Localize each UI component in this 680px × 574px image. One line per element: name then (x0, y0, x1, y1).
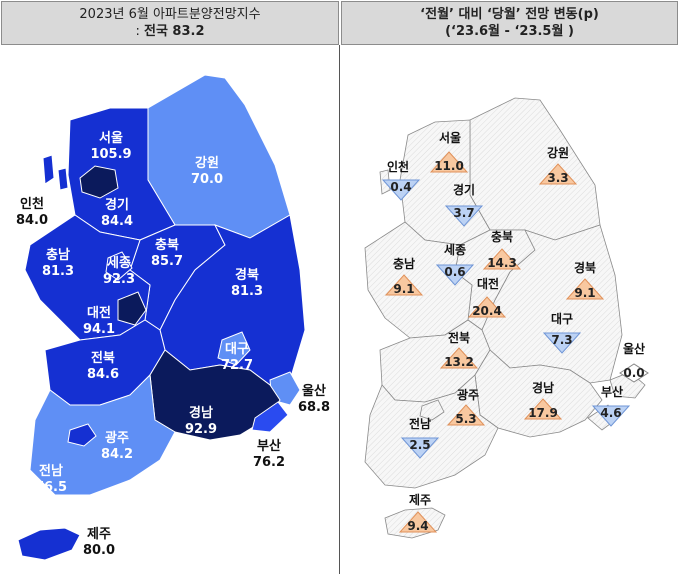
index-label-jeonnam: 전남 76.5 (34, 464, 68, 495)
change-marker-ulsan: 0.0 (614, 362, 654, 384)
index-label-jeonbuk: 전북 84.6 (86, 351, 120, 382)
region-jeonnam (29, 373, 176, 496)
change-name-jeju: 제주 (408, 493, 432, 507)
change-marker-sejong: 0.6 (435, 264, 475, 286)
change-marker-jeju: 9.4 (398, 511, 438, 533)
index-label-gyeongbuk: 경북 81.3 (230, 268, 264, 299)
index-label-busan: 부산 76.2 (252, 439, 286, 470)
region-sejong (105, 251, 133, 281)
index-label-jeju: 제주 80.0 (82, 527, 116, 558)
change-name-gwangju: 광주 (456, 388, 480, 402)
panel-divider (339, 45, 340, 574)
index-label-seoul: 서울 105.9 (90, 131, 132, 162)
left-header-prefix: : (135, 24, 144, 39)
cmap-jeonnam (364, 374, 499, 489)
change-marker-jeonnam: 2.5 (400, 437, 440, 459)
change-name-incheon: 인천 (386, 160, 410, 174)
index-label-chungbuk: 충북 85.7 (150, 238, 184, 269)
region-gwangju (67, 423, 97, 447)
left-panel-header: 2023년 6월 아파트분양전망지수 : 전국 83.2 (1, 1, 339, 45)
change-marker-seoul: 11.0 (429, 151, 469, 173)
change-name-busan: 부산 (600, 385, 624, 399)
region-daegu (217, 331, 251, 366)
change-marker-gyeonggi: 3.7 (444, 205, 484, 227)
change-marker-daejeon: 20.4 (467, 296, 507, 318)
national-index: 전국 83.2 (143, 24, 205, 39)
change-name-gyeongbuk: 경북 (573, 261, 597, 275)
left-header-title: 2023년 6월 아파트분양전망지수 (79, 7, 261, 22)
region-busan (251, 401, 289, 433)
cmap-chungnam (364, 221, 473, 339)
change-name-gyeongnam: 경남 (531, 381, 555, 395)
cmap-gangwon (469, 97, 601, 241)
right-header-period: (‘23.6월 - ‘23.5월 ) (445, 24, 574, 39)
change-marker-gyeongbuk: 9.1 (565, 278, 605, 300)
region-incheon (42, 154, 69, 191)
index-label-incheon: 인천 84.0 (15, 197, 49, 228)
change-marker-busan: 4.6 (591, 405, 631, 427)
change-marker-incheon: 0.4 (381, 179, 421, 201)
right-panel-header: ‘전월’ 대비 ‘당월’ 전망 변동(p) (‘23.6월 - ‘23.5월 ) (341, 1, 678, 45)
region-jeju (17, 527, 81, 561)
change-marker-gangwon: 3.3 (538, 163, 578, 185)
region-seoul (79, 165, 119, 199)
change-name-chungbuk: 충북 (490, 230, 514, 244)
index-label-daegu: 대구 72.7 (220, 342, 254, 373)
right-header-title: ‘전월’ 대비 ‘당월’ 전망 변동(p) (420, 7, 599, 22)
change-name-sejong: 세종 (443, 243, 467, 257)
index-label-ulsan: 울산 68.8 (297, 384, 331, 415)
index-label-gwangju: 광주 84.2 (100, 431, 134, 462)
index-label-gyeongnam: 경남 92.9 (184, 406, 218, 437)
change-name-daejeon: 대전 (476, 277, 500, 291)
change-name-gangwon: 강원 (546, 146, 570, 160)
region-daejeon (117, 291, 147, 326)
change-name-seoul: 서울 (438, 131, 462, 145)
left-header-national: : 전국 83.2 (2, 23, 338, 40)
change-name-jeonbuk: 전북 (447, 331, 471, 345)
change-marker-jeonbuk: 13.2 (439, 347, 479, 369)
change-name-gyeonggi: 경기 (452, 183, 476, 197)
change-map (364, 97, 646, 539)
index-map (17, 74, 306, 561)
change-marker-gyeongnam: 17.9 (523, 398, 563, 420)
change-name-daegu: 대구 (550, 312, 574, 326)
change-name-ulsan: 울산 (622, 342, 646, 356)
change-marker-chungbuk: 14.3 (482, 248, 522, 270)
index-label-chungnam: 충남 81.3 (41, 248, 75, 279)
change-marker-daegu: 7.3 (542, 332, 582, 354)
change-name-jeonnam: 전남 (408, 417, 432, 431)
change-name-chungnam: 충남 (392, 257, 416, 271)
cmap-gwangju (419, 399, 445, 421)
change-marker-chungnam: 9.1 (384, 274, 424, 296)
index-label-sejong: 세종 92.3 (102, 256, 136, 287)
index-label-daejeon: 대전 94.1 (82, 306, 116, 337)
change-marker-gwangju: 5.3 (446, 404, 486, 426)
index-label-gangwon: 강원 70.0 (190, 156, 224, 187)
index-label-gyeonggi: 경기 84.4 (100, 198, 134, 229)
